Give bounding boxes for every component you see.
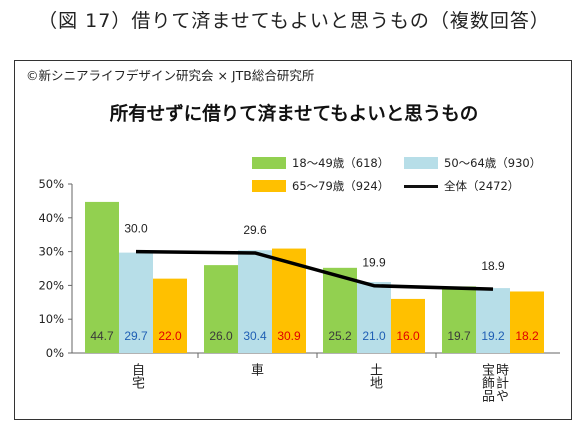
bar-value-label: 19.2 — [481, 329, 505, 343]
y-tick-label: 0% — [46, 346, 64, 360]
y-tick-label: 40% — [38, 211, 64, 225]
legend-item-65-79: 65～79歳（924） — [252, 178, 389, 194]
bar — [323, 267, 357, 353]
legend-label: 全体（2472） — [444, 179, 520, 193]
y-tick-label: 50% — [38, 177, 64, 191]
bar-value-label: 25.2 — [328, 329, 352, 343]
total-value-label: 30.0 — [124, 222, 148, 236]
legend-swatch — [252, 180, 286, 192]
bar — [391, 298, 425, 353]
legend-swatch — [404, 157, 438, 169]
bar — [85, 201, 119, 353]
chart-credit: ©新シニアライフデザイン研究会 × JTB総合研究所 — [26, 68, 315, 83]
legend-item-18-49: 18～49歳（618） — [252, 155, 389, 171]
bar-value-label: 44.7 — [90, 329, 114, 343]
bar — [204, 265, 238, 353]
total-value-label: 18.9 — [481, 259, 505, 273]
category-label: 土地 — [367, 363, 382, 389]
legend-line-swatch — [404, 184, 438, 188]
bar — [510, 291, 544, 353]
legend-item-total: 全体（2472） — [404, 178, 519, 194]
category-label: 自宅 — [129, 363, 144, 389]
total-value-label: 19.9 — [362, 256, 386, 270]
bar-value-label: 16.0 — [396, 329, 420, 343]
bar — [442, 286, 476, 353]
legend-label: 65～79歳（924） — [292, 179, 390, 193]
bar-value-label: 22.0 — [158, 329, 182, 343]
bar — [119, 252, 153, 353]
legend-label: 50～64歳（930） — [444, 156, 542, 170]
y-tick-label: 10% — [38, 312, 64, 326]
bar-value-label: 21.0 — [362, 329, 386, 343]
bar-value-label: 29.7 — [124, 329, 148, 343]
category-label: 車 — [248, 363, 263, 376]
total-value-label: 29.6 — [243, 223, 267, 237]
bar — [357, 282, 391, 353]
bar — [476, 288, 510, 353]
chart-title: 所有せずに借りて済ませてもよいと思うもの — [109, 104, 479, 125]
bar-value-label: 30.9 — [277, 329, 301, 343]
figure-heading: （図 17）借りて済ませてもよいと思うもの（複数回答） — [38, 10, 550, 32]
bar-value-label: 30.4 — [243, 329, 267, 343]
legend-item-50-64: 50～64歳（930） — [404, 155, 541, 171]
bar-value-label: 26.0 — [209, 329, 233, 343]
bar — [238, 250, 272, 353]
total-line — [135, 249, 494, 291]
legend-swatch — [252, 157, 286, 169]
category-label: 時計や 宝飾品 — [479, 363, 508, 402]
legend-label: 18～49歳（618） — [292, 156, 390, 170]
chart-frame — [14, 60, 572, 420]
y-tick-label: 20% — [38, 278, 64, 292]
bar-value-label: 18.2 — [515, 329, 539, 343]
y-tick-label: 30% — [38, 245, 64, 259]
bar-value-label: 19.7 — [447, 329, 471, 343]
bar — [153, 278, 187, 353]
